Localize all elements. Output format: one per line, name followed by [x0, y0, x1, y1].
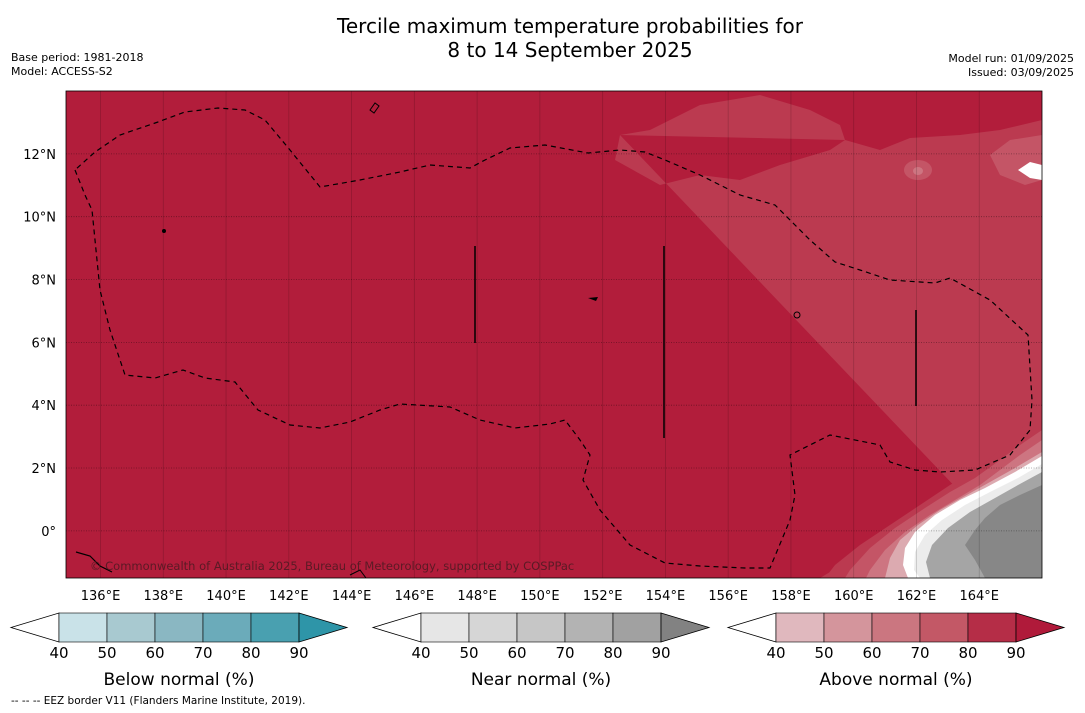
longitude-tick-label: 148°E: [457, 589, 497, 604]
longitude-tick-label: 156°E: [708, 589, 748, 604]
legend-tick-label: 60: [507, 644, 526, 662]
legend-tick-label: 60: [145, 644, 164, 662]
longitude-tick-label: 136°E: [81, 589, 121, 604]
legend-colorbar: 40 50 60 70 80 90 Below normal (%): [9, 612, 349, 690]
legend-tick-label: 90: [651, 644, 670, 662]
legend-color-bin: [420, 612, 470, 643]
longitude-tick-label: 138°E: [144, 589, 184, 604]
title-line-1: Tercile maximum temperature probabilitie…: [337, 14, 803, 38]
legend-color-bin: [250, 612, 300, 643]
longitude-tick-label: 150°E: [520, 589, 560, 604]
legend-color-bin: [871, 612, 921, 643]
legend-group: 40 50 60 70 80 90 Below normal (%) 40 50 60 70 80 90…: [9, 612, 1066, 690]
legend-color-bin: [564, 612, 614, 643]
base-period-label: Base period: 1981-2018: [11, 51, 144, 64]
legend-color-bin: [106, 612, 156, 643]
latitude-tick-labels: 12°N 10°N 8°N 6°N 4°N 2°N 0°: [23, 148, 56, 540]
above-80-region: [615, 95, 1042, 578]
legend-title: Above normal (%): [819, 670, 972, 690]
legend-colorbar: 40 50 60 70 80 90 Near normal (%): [371, 612, 711, 690]
legend-color-bin: [775, 612, 825, 643]
longitude-tick-labels: 136°E 138°E 140°E 142°E 144°E 146°E 148°E 150°E…: [81, 589, 999, 604]
legend-color-bin: [516, 612, 566, 643]
legend-tick-label: 80: [958, 644, 977, 662]
title-line-2: 8 to 14 September 2025: [447, 38, 693, 62]
latitude-tick-label: 0°: [41, 525, 56, 540]
island-pohnpei: [793, 311, 801, 319]
legend-title: Near normal (%): [471, 670, 611, 690]
meta-right: Model run: 01/09/2025 Issued: 03/09/2025: [948, 52, 1074, 80]
coast-island-south: [349, 569, 367, 578]
legend-tick-label: 70: [555, 644, 574, 662]
legend-tick-label: 50: [459, 644, 478, 662]
map-title: Tercile maximum temperature probabilitie…: [200, 14, 940, 62]
longitude-tick-label: 160°E: [834, 589, 874, 604]
longitude-tick-label: 158°E: [771, 589, 811, 604]
near-normal-spot-ne: [1018, 162, 1042, 180]
latitude-tick-label: 12°N: [23, 148, 56, 163]
coast-new-guinea: [75, 551, 113, 573]
longitude-tick-label: 154°E: [646, 589, 686, 604]
latitude-tick-label: 6°N: [32, 336, 57, 351]
legend-tick-label: 40: [766, 644, 785, 662]
island-guam: [369, 102, 380, 114]
map-gridlines: [66, 91, 1042, 578]
above-60-spot: [913, 167, 923, 175]
legend-color-bin: [202, 612, 252, 643]
legend-tick-label: 70: [193, 644, 212, 662]
legend-upper-extension: [298, 612, 349, 643]
longitude-tick-label: 164°E: [959, 589, 999, 604]
longitude-tick-label: 162°E: [897, 589, 937, 604]
copyright-label: © Commonwealth of Australia 2025, Bureau…: [90, 559, 574, 573]
legend-lower-extension: [726, 612, 777, 643]
legend-color-bin: [154, 612, 204, 643]
legend-upper-extension: [1015, 612, 1066, 643]
latitude-tick-label: 10°N: [23, 211, 56, 226]
legend-color-bin: [58, 612, 108, 643]
legend-tick-label: 60: [862, 644, 881, 662]
model-run-label: Model run: 01/09/2025: [948, 52, 1074, 65]
longitude-tick-label: 152°E: [583, 589, 623, 604]
island-chuuk: [588, 297, 598, 301]
legend-color-bin: [612, 612, 662, 643]
longitude-tick-label: 146°E: [395, 589, 435, 604]
longitude-tick-label: 140°E: [206, 589, 246, 604]
legend-tick-label: 90: [1006, 644, 1025, 662]
island-palau: [162, 229, 166, 233]
legend-lower-extension: [371, 612, 422, 643]
legend-tick-label: 80: [603, 644, 622, 662]
legend-color-bin: [919, 612, 969, 643]
above-70-region: [845, 135, 1042, 578]
legend-colorbar: 40 50 60 70 80 90 Above normal (%): [726, 612, 1066, 690]
legend-tick-label: 50: [814, 644, 833, 662]
latitude-tick-label: 2°N: [32, 462, 57, 477]
longitude-tick-label: 142°E: [269, 589, 309, 604]
footnote: -- -- -- EEZ border V11 (Flanders Marine…: [11, 695, 306, 707]
model-label: Model: ACCESS-S2: [11, 65, 113, 78]
legend-lower-extension: [9, 612, 60, 643]
legend-tick-label: 90: [289, 644, 308, 662]
legend-tick-label: 50: [97, 644, 116, 662]
longitude-tick-label: 144°E: [332, 589, 372, 604]
near-90-region: [965, 485, 1042, 578]
latitude-tick-label: 8°N: [32, 274, 57, 289]
legend-upper-extension: [660, 612, 711, 643]
legend-tick-label: 40: [49, 644, 68, 662]
legend-tick-label: 80: [241, 644, 260, 662]
map-area: © Commonwealth of Australia 2025, Bureau…: [66, 91, 1042, 578]
eez-border: [74, 107, 1033, 569]
legend-color-bin: [967, 612, 1017, 643]
meta-left: Base period: 1981-2018 Model: ACCESS-S2: [11, 51, 143, 79]
issued-label: Issued: 03/09/2025: [967, 66, 1074, 79]
latitude-tick-label: 4°N: [32, 399, 57, 414]
legend-tick-label: 40: [411, 644, 430, 662]
legend-title: Below normal (%): [104, 670, 255, 690]
map-frame: [65, 90, 1043, 579]
legend-tick-label: 70: [910, 644, 929, 662]
legend-color-bin: [468, 612, 518, 643]
legend-color-bin: [823, 612, 873, 643]
